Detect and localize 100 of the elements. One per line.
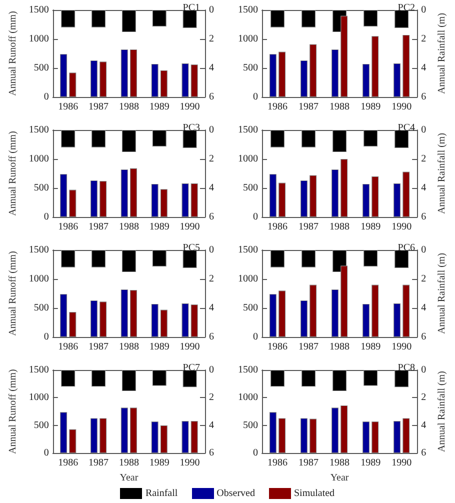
y-tick-label: 0 [253, 212, 258, 222]
bar [372, 422, 379, 454]
y2-tick-label: 0 [209, 124, 214, 136]
y-tick-label: 0 [44, 212, 49, 222]
y-tick-label: 500 [243, 62, 258, 74]
bar [269, 174, 276, 217]
bar [160, 425, 168, 454]
y-tick-label: 1000 [28, 274, 49, 284]
y2-tick-label: 0 [421, 124, 426, 136]
y-tick-label: 1500 [28, 4, 49, 16]
y-tick-label: 1500 [28, 244, 49, 256]
y2-tick-label: 0 [209, 4, 214, 16]
y2-tick-label: 2 [209, 274, 214, 284]
y2-tick-label: 4 [421, 302, 426, 314]
bar [402, 284, 410, 337]
bar [69, 312, 76, 337]
y-tick-label: 500 [243, 302, 258, 314]
y2-tick-label: 0 [421, 364, 426, 376]
bar [69, 429, 76, 454]
x-tick-label: 1987 [88, 342, 109, 352]
y-tick-label: 0 [44, 332, 49, 342]
bar [60, 174, 68, 217]
y2-axis-title: Annual Rainfall (m) [436, 132, 448, 214]
bar [120, 169, 128, 217]
bar [362, 184, 370, 217]
x-tick-label: 1990 [180, 222, 200, 232]
bar [190, 64, 198, 97]
bar [278, 52, 286, 97]
y2-axis-title: Annual Rainfall (m) [436, 252, 448, 334]
x-tick-label: 1986 [268, 342, 288, 352]
x-tick-label: 1987 [88, 458, 109, 469]
x-tick-label: 1990 [180, 458, 200, 469]
x-tick-label: 1990 [392, 102, 412, 112]
bar [300, 300, 308, 337]
bar [130, 49, 137, 97]
x-axis-title: Year [330, 472, 350, 484]
bar [120, 49, 128, 97]
bar [90, 418, 98, 454]
bar [402, 34, 410, 97]
y2-tick-label: 2 [209, 154, 214, 164]
bar [310, 175, 317, 217]
y-tick-label: 1500 [238, 364, 258, 376]
bar [69, 72, 76, 97]
y-tick-label: 1000 [238, 154, 258, 164]
y-tick-label: 1000 [238, 274, 258, 284]
x-tick-label: 1987 [298, 342, 319, 352]
y2-tick-label: 6 [209, 212, 214, 222]
bar [332, 408, 338, 454]
bar [278, 290, 286, 337]
bar [69, 190, 76, 217]
x-tick-label: 1990 [392, 342, 412, 352]
x-tick-label: 1989 [360, 458, 381, 469]
x-tick-label: 1988 [330, 222, 350, 232]
bar [100, 302, 107, 337]
y2-tick-label: 4 [209, 62, 214, 74]
x-tick-label: 1989 [360, 222, 381, 232]
y-tick-label: 1500 [28, 364, 49, 376]
y2-tick-label: 6 [209, 448, 214, 459]
bar [182, 183, 189, 217]
x-tick-label: 1986 [268, 222, 288, 232]
legend-label: Observed [216, 488, 255, 499]
bar [160, 70, 168, 97]
bar [120, 289, 128, 337]
y2-tick-label: 4 [209, 302, 214, 314]
bar [182, 303, 189, 337]
x-tick-label: 1990 [392, 222, 412, 232]
bar [160, 189, 168, 217]
bar [310, 418, 317, 454]
bar [90, 60, 98, 97]
y-tick-label: 1000 [28, 34, 49, 44]
x-tick-label: 1989 [360, 102, 381, 112]
x-tick-label: 1987 [298, 222, 319, 232]
y2-tick-label: 2 [421, 392, 426, 404]
x-tick-label: 1989 [149, 222, 170, 232]
x-tick-label: 1988 [330, 342, 350, 352]
x-tick-label: 1987 [88, 222, 109, 232]
x-tick-label: 1987 [298, 458, 319, 469]
bar [190, 420, 198, 454]
y-tick-label: 500 [34, 420, 49, 431]
x-tick-label: 1988 [330, 458, 350, 469]
y2-tick-label: 6 [421, 92, 426, 102]
bar [269, 54, 276, 97]
y2-tick-label: 0 [209, 364, 214, 376]
x-tick-label: 1988 [118, 102, 139, 112]
bar [151, 184, 158, 217]
x-tick-label: 1986 [58, 458, 78, 469]
bar [190, 183, 198, 217]
legend-label: Simulated [294, 488, 335, 499]
bar [182, 63, 189, 97]
bar [402, 172, 410, 217]
bar [269, 412, 276, 454]
bar [100, 181, 107, 217]
y-tick-label: 1500 [238, 4, 258, 16]
bar [394, 420, 401, 454]
bar [332, 169, 338, 217]
y-tick-label: 500 [243, 182, 258, 194]
bar [120, 408, 128, 454]
bar [278, 182, 286, 217]
y-tick-label: 1000 [238, 392, 258, 404]
bar [310, 284, 317, 337]
